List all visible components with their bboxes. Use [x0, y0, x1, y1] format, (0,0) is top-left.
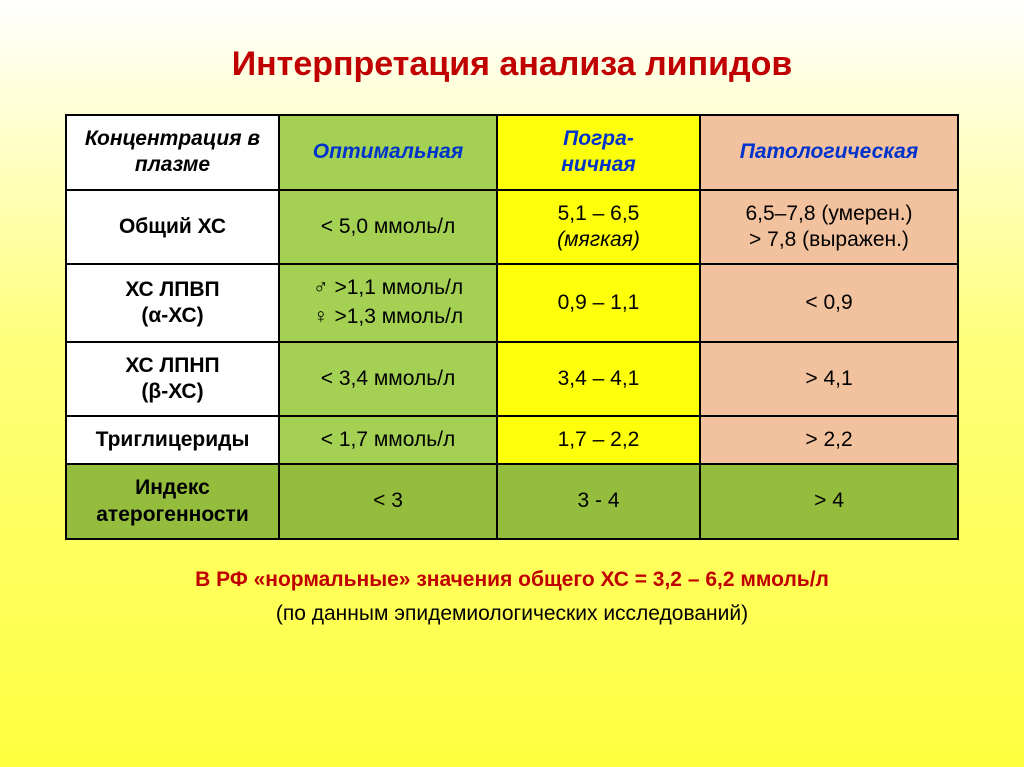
cell-param-l1: ХС ЛПВП — [75, 277, 270, 303]
col-header-borderline: Погра-ничная — [497, 115, 700, 190]
cell-path: 6,5–7,8 (умерен.) > 7,8 (выражен.) — [700, 190, 958, 265]
cell-param: ХС ЛПВП (α-ХС) — [66, 264, 279, 342]
cell-param-l1: ХС ЛПНП — [75, 353, 270, 379]
cell-optimal-l1: ♂ >1,1 ммоль/л — [288, 275, 488, 301]
cell-param-l1: Индекс — [75, 475, 270, 501]
col-header-optimal: Оптимальная — [279, 115, 497, 190]
cell-path-l1: 6,5–7,8 (умерен.) — [709, 201, 949, 227]
cell-path: > 2,2 — [700, 416, 958, 464]
cell-param-l2: (β-ХС) — [75, 379, 270, 405]
page-title: Интерпретация анализа липидов — [0, 45, 1024, 84]
cell-borderline: 3 - 4 — [497, 464, 700, 539]
cell-path: > 4,1 — [700, 342, 958, 417]
table-row: Общий ХС < 5,0 ммоль/л 5,1 – 6,5 (мягкая… — [66, 190, 958, 265]
cell-optimal: < 3 — [279, 464, 497, 539]
table-row: ХС ЛПНП (β-ХС) < 3,4 ммоль/л 3,4 – 4,1 >… — [66, 342, 958, 417]
cell-optimal: < 5,0 ммоль/л — [279, 190, 497, 265]
cell-param: Триглицериды — [66, 416, 279, 464]
cell-param: Индекс атерогенности — [66, 464, 279, 539]
cell-borderline-l1: 5,1 – 6,5 — [506, 201, 691, 227]
footnote-primary: В РФ «нормальные» значения общего ХС = 3… — [0, 568, 1024, 592]
table-row-index: Индекс атерогенности < 3 3 - 4 > 4 — [66, 464, 958, 539]
cell-optimal-l2: ♀ >1,3 ммоль/л — [288, 304, 488, 330]
table-row: Триглицериды < 1,7 ммоль/л 1,7 – 2,2 > 2… — [66, 416, 958, 464]
cell-borderline: 1,7 – 2,2 — [497, 416, 700, 464]
col-header-path: Патологическая — [700, 115, 958, 190]
footnote-secondary: (по данным эпидемиологических исследован… — [0, 602, 1024, 626]
cell-path-l2: > 7,8 (выражен.) — [709, 227, 949, 253]
cell-param: ХС ЛПНП (β-ХС) — [66, 342, 279, 417]
header-row: Концентрация в плазме Оптимальная Погра-… — [66, 115, 958, 190]
cell-borderline: 3,4 – 4,1 — [497, 342, 700, 417]
lipid-table: Концентрация в плазме Оптимальная Погра-… — [65, 114, 959, 540]
col-header-param: Концентрация в плазме — [66, 115, 279, 190]
cell-borderline: 5,1 – 6,5 (мягкая) — [497, 190, 700, 265]
cell-borderline: 0,9 – 1,1 — [497, 264, 700, 342]
table-row: ХС ЛПВП (α-ХС) ♂ >1,1 ммоль/л ♀ >1,3 ммо… — [66, 264, 958, 342]
cell-optimal: < 3,4 ммоль/л — [279, 342, 497, 417]
cell-optimal: ♂ >1,1 ммоль/л ♀ >1,3 ммоль/л — [279, 264, 497, 342]
col-header-borderline-text: Погра-ничная — [506, 126, 691, 179]
cell-optimal: < 1,7 ммоль/л — [279, 416, 497, 464]
cell-path: < 0,9 — [700, 264, 958, 342]
cell-param-l2: (α-ХС) — [75, 303, 270, 329]
cell-borderline-l2: (мягкая) — [506, 227, 691, 253]
cell-path: > 4 — [700, 464, 958, 539]
cell-param-l2: атерогенности — [75, 502, 270, 528]
cell-param: Общий ХС — [66, 190, 279, 265]
